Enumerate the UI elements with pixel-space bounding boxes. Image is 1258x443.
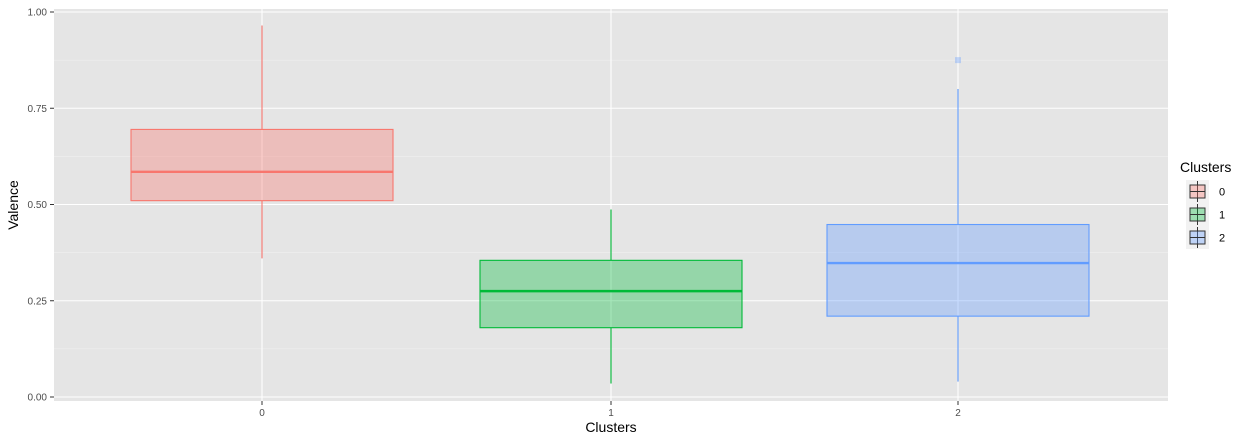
outlier-point (955, 57, 961, 64)
x-tick-label: 1 (608, 408, 614, 419)
box (826, 223, 1090, 317)
y-axis: 0.00 0.25 0.50 0.75 1.00 (28, 8, 54, 404)
x-tick-label: 0 (259, 408, 265, 419)
legend: Clusters 0 1 2 (1180, 159, 1231, 249)
y-tick-label: 0.00 (28, 393, 48, 404)
y-axis-title: Valence (5, 180, 21, 230)
box-group-1 (479, 209, 743, 384)
y-tick-label: 0.50 (28, 200, 48, 211)
legend-title: Clusters (1180, 159, 1231, 175)
legend-key-2: 2 (1186, 226, 1225, 249)
legend-label: 1 (1219, 210, 1225, 222)
x-tick-label: 2 (955, 408, 961, 419)
box-group-0 (130, 25, 394, 259)
legend-label: 2 (1219, 233, 1225, 245)
boxes (130, 25, 1090, 384)
box-group-2 (826, 57, 1090, 382)
y-tick-label: 0.25 (28, 296, 48, 307)
x-axis-title: Clusters (585, 419, 636, 435)
legend-key-0: 0 (1186, 180, 1225, 203)
box (130, 128, 394, 202)
y-tick-label: 1.00 (28, 8, 48, 19)
box (479, 259, 743, 329)
legend-label: 0 (1219, 187, 1225, 199)
legend-key-1: 1 (1186, 203, 1225, 226)
x-axis: 0 1 2 (259, 401, 961, 419)
y-tick-label: 0.75 (28, 104, 48, 115)
